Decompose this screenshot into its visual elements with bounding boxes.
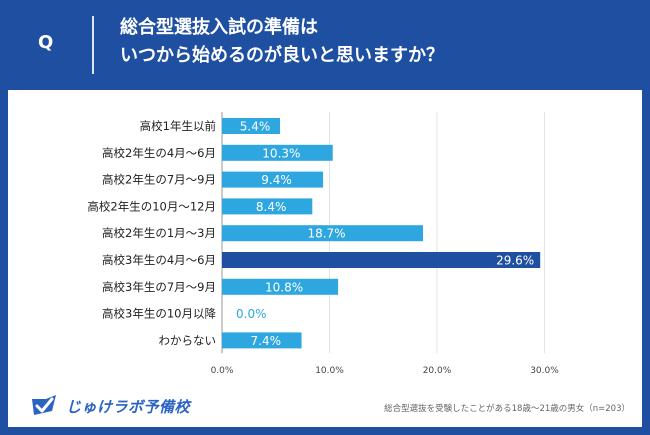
category-label: 高校3年生の4月～6月: [102, 253, 216, 267]
x-tick-label: 0.0%: [211, 366, 234, 376]
question-line-1: 総合型選抜入試の準備は: [120, 17, 318, 38]
bar: [222, 198, 313, 215]
category-label: わからない: [159, 333, 217, 347]
data-label: 10.3%: [262, 146, 300, 160]
data-label: 18.7%: [307, 227, 345, 241]
data-label: 7.4%: [251, 334, 282, 348]
bar: [222, 225, 424, 242]
data-label: 9.4%: [261, 173, 292, 187]
x-tick-label: 20.0%: [423, 366, 452, 376]
data-label: 0.0%: [236, 307, 267, 321]
bar: [222, 278, 339, 295]
chart-panel: 0.0% 10.0% 20.0% 30.0% 高校1年生以前 5.4% 高校2年生の4月～6…: [8, 90, 642, 427]
header: Q 総合型選抜入試の準備は いつから始めるのが良いと思いますか？: [0, 0, 650, 88]
bar: [222, 252, 541, 268]
data-label: 10.8%: [265, 280, 303, 294]
category-label: 高校2年生の10月～12月: [87, 199, 216, 213]
brand-logo: じゅけラボ予備校: [30, 393, 190, 419]
header-divider: [92, 16, 94, 74]
bar: [222, 118, 281, 134]
question-title: 総合型選抜入試の準備は いつから始めるのが良いと思いますか？: [120, 14, 444, 70]
question-line-2: いつから始めるのが良いと思いますか？: [120, 45, 444, 66]
check-logo-icon: [32, 395, 56, 415]
bar-chart: 0.0% 10.0% 20.0% 30.0% 高校1年生以前 5.4% 高校2年生の4月～6…: [87, 112, 559, 376]
question-mark-label: Q: [38, 32, 54, 53]
data-label: 5.4%: [240, 120, 271, 134]
survey-note: 総合型選抜を受験したことがある18歳～21歳の男女（n=203）: [384, 404, 630, 414]
data-label: 8.4%: [256, 200, 287, 214]
category-label: 高校2年生の1月～3月: [102, 226, 216, 240]
bar: [222, 332, 302, 349]
category-label: 高校3年生の7月～9月: [102, 280, 216, 294]
x-tick-label: 10.0%: [315, 366, 344, 376]
brand-name: じゅけラボ予備校: [66, 397, 191, 416]
category-label: 高校1年生以前: [140, 119, 216, 133]
bar: [222, 144, 333, 161]
category-label: 高校3年生の10月以降: [102, 307, 216, 321]
category-label: 高校2年生の4月～6月: [102, 146, 216, 160]
x-tick-label: 30.0%: [530, 366, 559, 376]
category-label: 高校2年生の7月～9月: [102, 173, 216, 187]
bar: [222, 171, 324, 188]
data-label: 29.6%: [496, 254, 534, 268]
